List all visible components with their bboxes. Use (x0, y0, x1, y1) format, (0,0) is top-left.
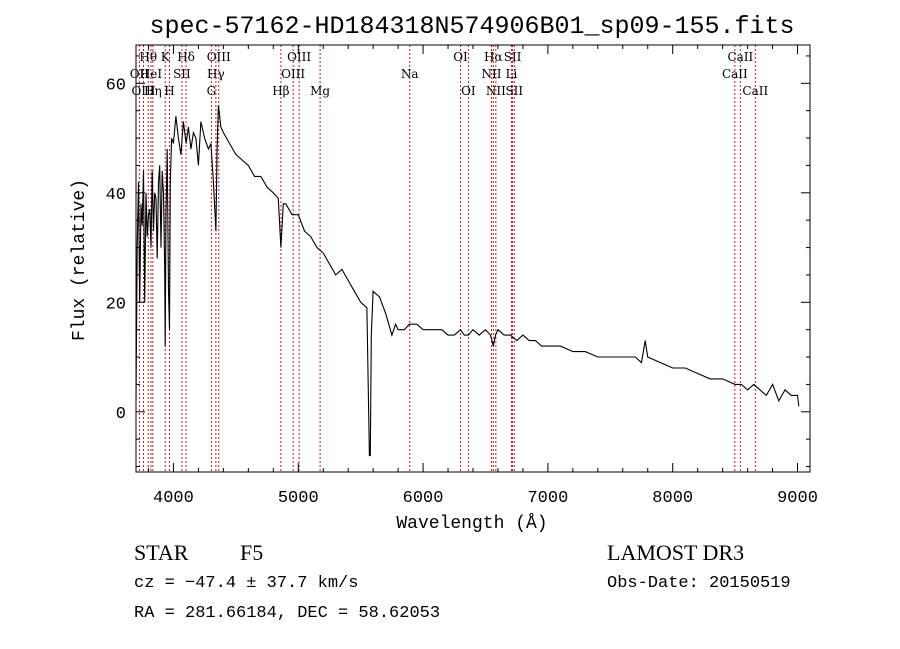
y-axis-label: Flux (relative) (70, 179, 90, 341)
line-label-OIII: OIII (131, 84, 155, 98)
x-axis-label: Wavelength (Å) (396, 513, 547, 534)
plot-frame (135, 44, 811, 473)
line-label-Hη: Hη (144, 84, 162, 98)
redshift-value: cz = −47.4 ± 37.7 km/s (134, 574, 359, 593)
x-tick-label: 4000 (153, 489, 194, 508)
line-label-Hδ: Hδ (177, 50, 195, 64)
line-label-K: K (161, 50, 171, 64)
spectral-subclass: F5 (240, 540, 264, 565)
line-label-OIII: OIII (281, 67, 305, 81)
line-label-HeI: HeI (140, 67, 163, 81)
y-axis: 0 20 40 60 (106, 55, 810, 468)
line-label-SII: SII (504, 50, 522, 64)
x-tick-label: 8000 (652, 489, 693, 508)
line-label-SII: SII (173, 67, 191, 81)
line-label-Na: Na (401, 67, 419, 81)
line-label-CaII: CaII (742, 84, 768, 98)
line-label-Mg: Mg (310, 84, 330, 98)
line-label-OI: OI (453, 50, 468, 64)
object-class: STAR (134, 540, 189, 565)
line-label-SII: SII (505, 84, 523, 98)
line-label-CaII: CaII (727, 50, 753, 64)
spectrum-line (135, 105, 800, 457)
y-tick-label: 60 (106, 76, 126, 95)
line-label-OIII: OIII (287, 50, 311, 64)
y-tick-label: 0 (116, 405, 126, 424)
y-tick-label: 20 (106, 295, 126, 314)
line-label-H: H (164, 84, 174, 98)
line-label-OIII: OIII (207, 50, 231, 64)
line-label-NII: NII (481, 67, 501, 81)
line-label-Hγ: Hγ (207, 67, 225, 81)
line-label-OI: OI (461, 84, 476, 98)
line-label-OII: OII (130, 67, 150, 81)
x-tick-label: 5000 (278, 489, 319, 508)
coordinates: RA = 281.66184, DEC = 58.62053 (134, 604, 441, 623)
emission-line-markers (138, 45, 756, 472)
line-label-NII: NII (486, 84, 506, 98)
x-tick-label: 6000 (403, 489, 444, 508)
line-label-Hθ: Hθ (139, 50, 157, 64)
observation-date: Obs-Date: 20150519 (607, 574, 791, 593)
line-label-Hβ: Hβ (272, 84, 289, 98)
chart-title: spec-57162-HD184318N574906B01_sp09-155.f… (149, 12, 794, 41)
y-tick-label: 40 (106, 186, 126, 205)
line-label-CaII: CaII (722, 67, 748, 81)
line-label-Li: Li (506, 67, 518, 81)
survey-name: LAMOST DR3 (607, 540, 745, 565)
x-tick-label: 9000 (777, 489, 818, 508)
line-label-Hα: Hα (484, 50, 503, 64)
x-axis: 4000 5000 6000 7000 8000 9000 (147, 45, 818, 508)
line-label-G: G (207, 84, 217, 98)
x-tick-label: 7000 (527, 489, 568, 508)
